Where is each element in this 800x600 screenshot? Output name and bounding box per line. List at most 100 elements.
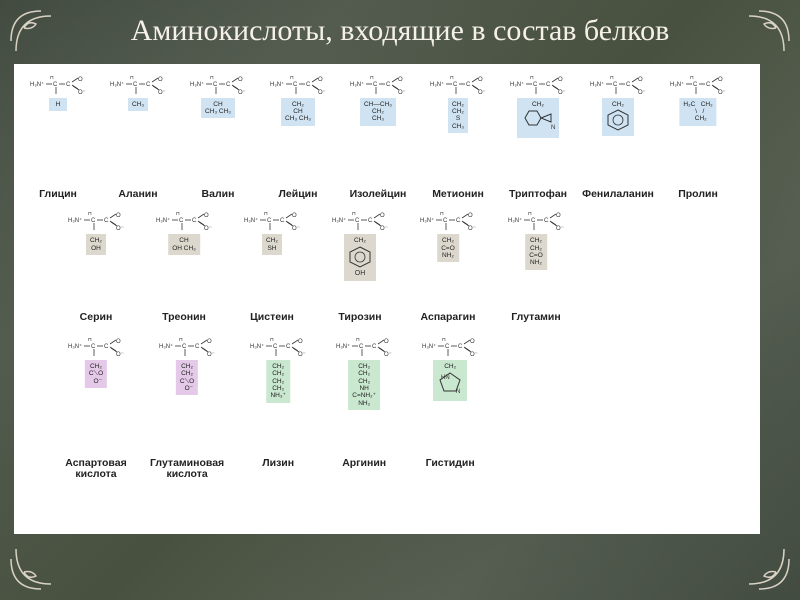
amino-acid-изолейцин: H₃N⁺CCOO⁻HCH—CH₃CH₂CH₃Изолейцин xyxy=(342,74,414,201)
backbone: H₃N⁺CCOO⁻H xyxy=(242,212,302,237)
backbone: H₃N⁺CCOO⁻H xyxy=(157,338,217,363)
svg-text:O: O xyxy=(398,77,403,83)
svg-text:H: H xyxy=(88,212,92,217)
svg-text:O: O xyxy=(238,77,243,83)
svg-text:H₃N⁺: H₃N⁺ xyxy=(590,81,604,88)
structure: H₃N⁺CCOO⁻HCH₂C=ONH₂ xyxy=(416,210,480,310)
svg-text:N: N xyxy=(456,389,460,395)
svg-text:O: O xyxy=(558,77,563,83)
svg-text:O: O xyxy=(470,339,475,345)
svg-text:O⁻: O⁻ xyxy=(292,226,300,232)
amino-row-3: H₃N⁺CCOO⁻HCH₂C⟍O O⁻Аспартовая кислотаH₃N… xyxy=(64,336,752,481)
svg-text:C: C xyxy=(104,344,109,350)
svg-text:C: C xyxy=(373,82,378,88)
svg-text:HN: HN xyxy=(441,375,450,381)
svg-text:H₃N⁺: H₃N⁺ xyxy=(350,81,364,88)
svg-text:O⁻: O⁻ xyxy=(78,90,86,96)
svg-text:H: H xyxy=(440,212,444,217)
amino-acid-валин: H₃N⁺CCOO⁻HCHCH₃ CH₃Валин xyxy=(182,74,254,201)
backbone: H₃N⁺CCOO⁻H xyxy=(154,212,214,237)
amino-row-1: H₃N⁺ C C O O⁻ H H Глицин H₃N⁺ C C O O⁻ H CH₃ Аланин H₃N⁺… xyxy=(22,74,752,201)
sidechain: CHOH CH₃ xyxy=(168,234,200,255)
svg-text:H: H xyxy=(528,212,532,217)
svg-text:H: H xyxy=(690,76,694,81)
svg-text:C: C xyxy=(359,344,364,350)
sidechain: CH—CH₃CH₂CH₃ xyxy=(360,98,396,126)
sidechain: CHCH₃ CH₃ xyxy=(201,98,235,119)
svg-text:H₃N⁺: H₃N⁺ xyxy=(250,343,264,350)
svg-text:H: H xyxy=(270,338,274,343)
svg-text:H₃N⁺: H₃N⁺ xyxy=(190,81,204,88)
amino-label: Глутамин xyxy=(511,312,560,324)
sidechain: CH₂CH₂CH₂CH₂NH₃⁺ xyxy=(266,360,289,403)
amino-label: Аспартовая кислота xyxy=(65,458,126,481)
amino-label: Треонин xyxy=(162,312,206,324)
svg-text:C: C xyxy=(458,344,463,350)
svg-text:C: C xyxy=(280,218,285,224)
svg-text:H₃N⁺: H₃N⁺ xyxy=(336,343,350,350)
amino-acid-метионин: H₃N⁺CCOO⁻HCH₂CH₂SCH₃Метионин xyxy=(422,74,494,201)
svg-text:C: C xyxy=(91,344,96,350)
svg-text:NH: NH xyxy=(551,125,555,131)
backbone: H₃N⁺CCOO⁻H xyxy=(268,76,328,101)
svg-text:O⁻: O⁻ xyxy=(116,352,124,358)
svg-text:C: C xyxy=(273,344,278,350)
svg-text:O⁻: O⁻ xyxy=(718,90,726,96)
amino-label: Аланин xyxy=(118,189,157,201)
amino-acid-треонин: H₃N⁺CCOO⁻HCHOH CH₃ Треонин xyxy=(152,210,216,324)
svg-text:C: C xyxy=(456,218,461,224)
sidechain: CH₂OH xyxy=(344,234,376,281)
svg-text:C: C xyxy=(453,82,458,88)
svg-text:O: O xyxy=(384,339,389,345)
amino-label: Глицин xyxy=(39,189,77,201)
svg-text:O: O xyxy=(380,213,385,219)
amino-acid-panel: H₃N⁺CCOO⁻HHГлицинH₃N⁺CCOO⁻HCH₃АланинH₃N⁺… xyxy=(14,64,760,534)
svg-text:O: O xyxy=(116,213,121,219)
svg-text:H: H xyxy=(264,212,268,217)
svg-text:O: O xyxy=(478,77,483,83)
sidechain: CH₂CH₂SCH₃ xyxy=(448,98,468,134)
svg-text:C: C xyxy=(368,218,373,224)
svg-text:H: H xyxy=(290,76,294,81)
svg-text:O⁻: O⁻ xyxy=(384,352,392,358)
svg-text:C: C xyxy=(293,82,298,88)
svg-text:O⁻: O⁻ xyxy=(380,226,388,232)
svg-text:C: C xyxy=(466,82,471,88)
amino-acid-цистеин: H₃N⁺CCOO⁻HCH₂SHЦистеин xyxy=(240,210,304,324)
structure: H₃N⁺CCOO⁻HCH₂CH₂CH₂NHC=NH₂⁺NH₂ xyxy=(332,336,396,456)
svg-text:H₃N⁺: H₃N⁺ xyxy=(332,217,346,224)
backbone: H₃N⁺CCOO⁻H xyxy=(508,76,568,101)
svg-text:C: C xyxy=(355,218,360,224)
sidechain: CH₂C=ONH₂ xyxy=(437,234,459,262)
svg-text:H₃N⁺: H₃N⁺ xyxy=(670,81,684,88)
svg-text:H: H xyxy=(442,338,446,343)
svg-text:C: C xyxy=(306,82,311,88)
svg-text:C: C xyxy=(706,82,711,88)
svg-text:H: H xyxy=(352,212,356,217)
amino-label: Серин xyxy=(80,312,113,324)
svg-text:C: C xyxy=(133,82,138,88)
svg-text:C: C xyxy=(192,218,197,224)
sidechain: CH₃ xyxy=(128,98,148,111)
svg-text:C: C xyxy=(146,82,151,88)
svg-text:H₃N⁺: H₃N⁺ xyxy=(510,81,524,88)
structure: H₃N⁺CCOO⁻HCH—CH₃CH₂CH₃ xyxy=(342,74,414,189)
svg-text:O: O xyxy=(718,77,723,83)
svg-text:C: C xyxy=(213,82,218,88)
svg-text:H: H xyxy=(530,76,534,81)
backbone: H₃N⁺CCOO⁻H xyxy=(428,76,488,101)
structure: H₃N⁺CCOO⁻HCH₂CH₂C=ONH₂ xyxy=(504,210,568,310)
svg-text:H₃N⁺: H₃N⁺ xyxy=(420,217,434,224)
sidechain: CH₂SH xyxy=(262,234,282,255)
svg-text:H: H xyxy=(176,212,180,217)
svg-text:C: C xyxy=(182,344,187,350)
amino-acid-аргинин: H₃N⁺CCOO⁻HCH₂CH₂CH₂NHC=NH₂⁺NH₂Аргинин xyxy=(332,336,396,481)
svg-text:C: C xyxy=(104,218,109,224)
structure: H₃N⁺CCOO⁻HCH₂SH xyxy=(240,210,304,310)
svg-text:O⁻: O⁻ xyxy=(116,226,124,232)
svg-text:H₃N⁺: H₃N⁺ xyxy=(244,217,258,224)
svg-text:O: O xyxy=(468,213,473,219)
structure: H₃N⁺ C C O O⁻ H CH₂OH xyxy=(328,210,392,310)
svg-text:O⁻: O⁻ xyxy=(558,90,566,96)
amino-acid-фенилаланин: H₃N⁺CCOO⁻HCH₂Фенилаланин xyxy=(582,74,654,201)
